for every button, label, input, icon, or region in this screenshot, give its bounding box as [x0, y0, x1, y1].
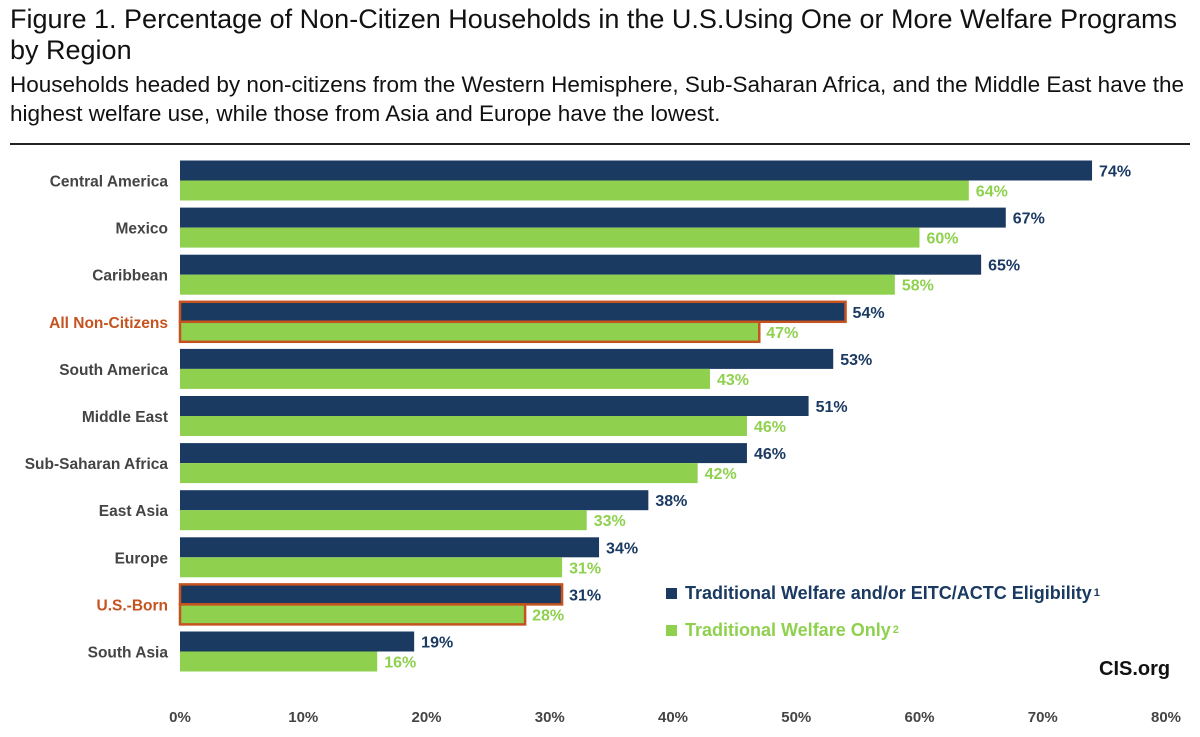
category-label-south-america: South America: [59, 362, 168, 379]
legend-footnote-1: 1: [1093, 587, 1100, 599]
bar-mexico-series2: [180, 227, 920, 248]
value-label-south-america-series2: 43%: [717, 372, 749, 389]
bar-middle-east-series2: [180, 416, 747, 436]
legend-label-series1: Traditional Welfare and/or EITC/ACTC Eli…: [685, 583, 1092, 603]
bar-europe-series2: [180, 557, 563, 578]
category-label-europe: Europe: [115, 550, 169, 567]
value-label-europe-series2: 31%: [569, 560, 601, 577]
bar-all-non-citizens-series1: [178, 300, 847, 324]
value-label-caribbean-series2: 58%: [902, 278, 934, 295]
category-label-all-non-citizens: All Non-Citizens: [49, 315, 168, 332]
value-label-mexico-series1: 67%: [1013, 211, 1045, 228]
legend-item-series2: Traditional Welfare Only 2: [666, 620, 1100, 640]
legend-swatch-series1: [666, 587, 677, 599]
value-label-u-s-born-series2: 28%: [532, 607, 564, 624]
bar-south-asia-series1: [180, 631, 415, 652]
chart-subtitle: Households headed by non-citizens from t…: [10, 72, 1184, 126]
bar-south-asia-series2: [180, 651, 378, 672]
value-label-south-asia-series2: 16%: [384, 655, 416, 672]
legend-label-series2: Traditional Welfare Only: [685, 620, 891, 640]
x-tick-label-30: 30%: [535, 709, 565, 726]
value-label-group: 74% 64% 67% 60% 65% 58% 54% 47% 53% 43% 51% 46% 46% 4…: [384, 164, 1131, 672]
value-label-europe-series1: 34%: [606, 540, 638, 557]
value-label-sub-saharan-africa-series1: 46%: [754, 446, 786, 463]
bar-middle-east-series1: [180, 396, 809, 416]
bar-central-america-series2: [180, 180, 969, 201]
bar-central-america-series1: [180, 160, 1093, 181]
bar-u-s-born-series1: [178, 583, 564, 606]
category-label-south-asia: South Asia: [88, 645, 169, 662]
x-tick-label-40: 40%: [658, 709, 688, 726]
category-label-group: Central America Mexico Caribbean All Non-Ci…: [25, 174, 169, 662]
bar-all-non-citizens-series2: [178, 320, 761, 344]
value-label-u-s-born-series1: 31%: [569, 587, 601, 604]
value-label-south-asia-series1: 19%: [421, 635, 453, 652]
value-label-caribbean-series1: 65%: [988, 258, 1020, 275]
bar-sub-saharan-africa-series2: [180, 463, 698, 484]
legend-swatch-series2: [666, 624, 677, 636]
bar-u-s-born-series2: [178, 603, 527, 626]
source-credit: CIS.org: [1099, 658, 1171, 680]
category-label-central-america: Central America: [50, 174, 169, 191]
bar-east-asia-series2: [180, 510, 587, 531]
x-tick-label-60: 60%: [904, 709, 934, 726]
value-label-all-non-citizens-series1: 54%: [853, 305, 885, 322]
x-tick-label-10: 10%: [288, 709, 318, 726]
bar-caribbean-series2: [180, 274, 895, 295]
x-tick-label-80: 80%: [1151, 709, 1181, 726]
bar-caribbean-series1: [180, 254, 982, 275]
value-label-central-america-series1: 74%: [1099, 164, 1131, 181]
value-label-sub-saharan-africa-series2: 42%: [705, 466, 737, 483]
value-label-mexico-series2: 60%: [927, 231, 959, 248]
category-label-mexico: Mexico: [115, 221, 168, 238]
category-label-u-s-born: U.S.-Born: [97, 597, 168, 614]
value-label-central-america-series2: 64%: [976, 184, 1008, 201]
x-tick-label-20: 20%: [411, 709, 441, 726]
legend: Traditional Welfare and/or EITC/ACTC Eli…: [666, 583, 1100, 657]
x-tick-label-70: 70%: [1028, 709, 1058, 726]
bar-south-america-series1: [180, 348, 834, 369]
category-label-sub-saharan-africa: Sub-Saharan Africa: [25, 456, 169, 473]
category-label-caribbean: Caribbean: [92, 268, 168, 285]
bar-europe-series1: [180, 537, 600, 558]
bar-east-asia-series1: [180, 490, 649, 511]
title-divider: [10, 143, 1190, 145]
legend-item-series1: Traditional Welfare and/or EITC/ACTC Eli…: [666, 583, 1100, 603]
x-tick-label-50: 50%: [781, 709, 811, 726]
category-label-middle-east: Middle East: [82, 409, 168, 426]
bar-mexico-series1: [180, 207, 1006, 228]
value-label-south-america-series1: 53%: [840, 352, 872, 369]
value-label-east-asia-series1: 38%: [655, 493, 687, 510]
x-tick-label-0: 0%: [169, 709, 191, 726]
bar-south-america-series2: [180, 368, 710, 389]
value-label-east-asia-series2: 33%: [594, 513, 626, 530]
legend-footnote-2: 2: [892, 624, 899, 636]
x-axis-ticks: 0% 10% 20% 30% 40% 50% 60% 70% 80%: [169, 709, 1181, 726]
value-label-all-non-citizens-series2: 47%: [766, 325, 798, 342]
bar-group: [178, 160, 1093, 672]
bar-sub-saharan-africa-series1: [180, 443, 747, 464]
category-label-east-asia: East Asia: [99, 503, 169, 520]
chart-title: Figure 1. Percentage of Non-Citizen Hous…: [10, 4, 1178, 65]
value-label-middle-east-series1: 51%: [816, 399, 848, 416]
value-label-middle-east-series2: 46%: [754, 419, 786, 436]
